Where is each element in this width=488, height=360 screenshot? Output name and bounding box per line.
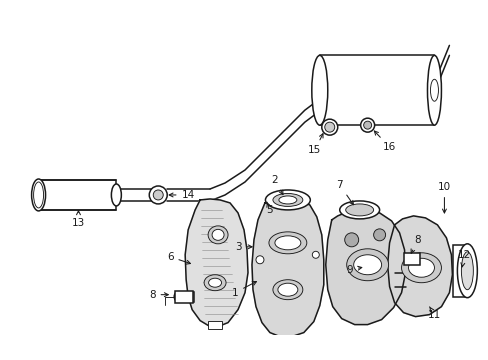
Ellipse shape [278,196,296,204]
Text: 9: 9 [346,265,361,275]
Bar [175,291,193,303]
Text: 5: 5 [266,202,273,215]
Text: 1: 1 [231,282,256,298]
Ellipse shape [407,258,433,277]
Ellipse shape [149,186,167,204]
Ellipse shape [265,349,309,360]
Text: 6: 6 [166,252,190,264]
Text: 10: 10 [437,182,450,213]
Ellipse shape [277,283,297,296]
Ellipse shape [401,253,441,283]
Polygon shape [325,210,405,325]
Ellipse shape [203,275,225,291]
Ellipse shape [208,278,221,287]
Ellipse shape [373,229,385,241]
Bar [208,321,222,329]
Text: 8: 8 [149,290,168,300]
Ellipse shape [456,244,476,298]
Ellipse shape [345,204,373,216]
Text: 4: 4 [0,359,1,360]
Ellipse shape [324,122,334,132]
Ellipse shape [311,55,327,125]
Bar [403,253,419,265]
Ellipse shape [174,292,182,302]
Text: 5: 5 [0,359,1,360]
Ellipse shape [312,251,319,258]
Ellipse shape [346,249,388,281]
Ellipse shape [427,55,441,125]
Ellipse shape [32,179,45,211]
Ellipse shape [260,347,315,360]
Text: 15: 15 [307,134,323,155]
Ellipse shape [274,236,300,250]
Ellipse shape [268,232,306,254]
Text: 2: 2 [271,175,283,194]
Ellipse shape [360,118,374,132]
Text: 13: 13 [72,211,85,228]
Ellipse shape [344,233,358,247]
Ellipse shape [265,190,310,210]
Text: 3: 3 [234,242,251,252]
Ellipse shape [212,229,224,240]
Ellipse shape [272,280,302,300]
Bar [319,55,433,125]
Bar [178,292,194,302]
Text: 16: 16 [374,131,395,152]
Polygon shape [251,199,323,337]
Ellipse shape [153,190,163,200]
Text: 7: 7 [336,180,353,205]
Bar [452,245,467,297]
Ellipse shape [111,184,121,206]
Ellipse shape [208,226,227,244]
Polygon shape [387,216,451,316]
Ellipse shape [255,256,264,264]
Text: 14: 14 [169,190,194,200]
Text: 11: 11 [427,307,440,320]
Ellipse shape [321,119,337,135]
Text: 8: 8 [410,235,420,253]
Ellipse shape [363,121,371,129]
Ellipse shape [272,193,302,206]
Ellipse shape [353,255,381,275]
Text: 12: 12 [457,250,470,267]
Polygon shape [185,199,247,327]
Ellipse shape [461,252,472,290]
Ellipse shape [339,201,379,219]
Bar [39,180,116,210]
